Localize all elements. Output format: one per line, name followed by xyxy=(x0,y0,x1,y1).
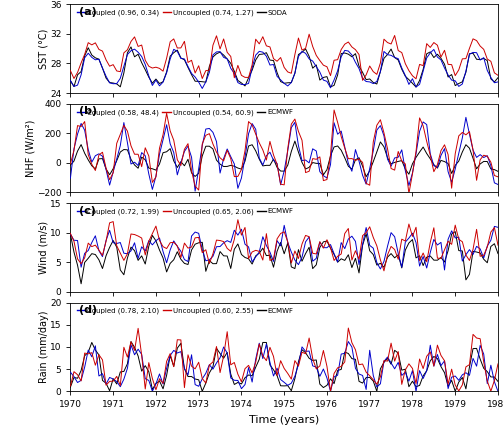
Text: (b): (b) xyxy=(79,106,97,117)
Legend: Coupled (0.78, 2.10), Uncoupled (0.60, 2.55), ECMWF: Coupled (0.78, 2.10), Uncoupled (0.60, 2… xyxy=(74,305,296,317)
Y-axis label: NHF (W/m²): NHF (W/m²) xyxy=(25,120,35,177)
Y-axis label: SST (°C): SST (°C) xyxy=(39,28,48,69)
Legend: Coupled (0.96, 0.34), Uncoupled (0.74, 1.27), SODA: Coupled (0.96, 0.34), Uncoupled (0.74, 1… xyxy=(74,7,290,19)
Text: (c): (c) xyxy=(79,206,96,216)
Legend: Coupled (0.58, 48.4), Uncoupled (0.54, 60.9), ECMWF: Coupled (0.58, 48.4), Uncoupled (0.54, 6… xyxy=(74,106,296,118)
Text: (a): (a) xyxy=(79,7,97,17)
Legend: Coupled (0.72, 1.99), Uncoupled (0.65, 2.06), ECMWF: Coupled (0.72, 1.99), Uncoupled (0.65, 2… xyxy=(74,206,296,218)
Y-axis label: Wind (m/s): Wind (m/s) xyxy=(39,221,48,274)
X-axis label: Time (years): Time (years) xyxy=(249,415,319,425)
Text: (d): (d) xyxy=(79,305,97,315)
Y-axis label: Rain (mm/day): Rain (mm/day) xyxy=(39,310,48,383)
